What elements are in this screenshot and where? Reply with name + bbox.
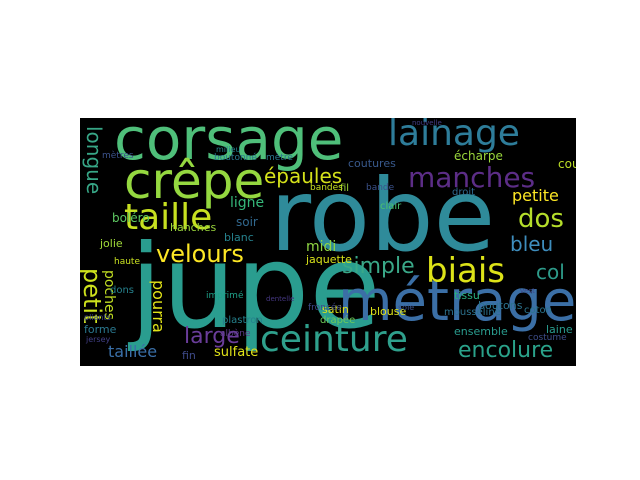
word-jupe: jupe	[130, 220, 381, 355]
word-dons: dons	[110, 285, 135, 296]
word-pliants: pliants	[84, 313, 111, 322]
word-bandes: bandes	[310, 183, 343, 193]
word-blanc: blanc	[224, 231, 254, 244]
word-encolure: encolure	[458, 338, 554, 363]
word-poches: poches	[101, 270, 117, 320]
word-droit: droit	[452, 187, 476, 198]
word-dos: dos	[518, 204, 564, 234]
word-cou: cou	[558, 157, 576, 171]
word-milieu: milieu	[216, 145, 241, 154]
word-epaules: épaules	[264, 164, 343, 188]
word-bolero: boléro	[112, 211, 150, 225]
word-sulfate: sulfate	[214, 345, 259, 360]
word-drapee: drapée	[320, 315, 356, 326]
word-echarpe: écharpe	[454, 149, 503, 163]
word-bande: bande	[366, 183, 395, 193]
word-laine: laine	[546, 323, 573, 336]
word-longue: longue	[82, 126, 106, 195]
word-petit: petit	[80, 268, 106, 324]
word-costume: costume	[528, 333, 567, 343]
word-taille: taille	[124, 197, 213, 238]
word-pourra: pourra	[149, 280, 168, 333]
word-boutonne: boutonné	[214, 153, 257, 163]
word-jolie: jolie	[100, 237, 123, 250]
word-jaquette: jaquette	[306, 253, 352, 266]
word-soie: soie	[398, 303, 415, 312]
word-coton: coton	[524, 305, 552, 316]
word-taillee: taillée	[108, 342, 158, 361]
word-robe: robe	[270, 157, 496, 274]
word-biais: biais	[426, 251, 506, 291]
word-cloud: jupe robe corsage métrage crêpe lainage …	[80, 118, 576, 366]
word-ceinture: ceinture	[260, 319, 408, 360]
word-forme: forme	[84, 323, 117, 336]
word-jersey: jersey	[86, 335, 111, 344]
word-froncee: froncée	[308, 303, 342, 313]
word-clair: clair	[380, 201, 402, 212]
word-metres: mètres	[102, 151, 134, 161]
word-hanches: hanches	[170, 221, 217, 234]
word-tissu: tissu	[454, 289, 480, 302]
word-nouvelle: nouvelle	[412, 119, 442, 127]
word-boutons: boutons	[478, 299, 523, 312]
word-metre: mètre	[266, 153, 293, 163]
word-imprime: imprimé	[206, 291, 244, 301]
word-soir: soir	[236, 215, 258, 229]
word-plastron: plastron	[222, 315, 263, 326]
word-large: large	[184, 324, 240, 349]
word-crepe: crêpe	[124, 152, 265, 210]
word-haute: haute	[114, 257, 140, 267]
word-col: col	[536, 260, 565, 284]
word-petite: petite	[512, 186, 559, 205]
word-ligne: ligne	[230, 195, 265, 211]
word-lainage: lainage	[388, 118, 520, 154]
word-blouse: blouse	[370, 305, 407, 318]
word-satin: satin	[322, 303, 349, 316]
word-velours: velours	[156, 240, 244, 268]
word-simple: simple	[342, 254, 415, 279]
word-vest: vest	[520, 287, 535, 295]
word-albene: albène	[220, 329, 251, 339]
word-ensemble: ensemble	[454, 325, 508, 338]
word-mousseline: mousseline	[444, 307, 501, 318]
word-bleu: bleu	[510, 232, 554, 256]
word-coutures: coutures	[348, 157, 396, 170]
word-manches: manches	[408, 161, 536, 194]
word-fil: fil	[340, 183, 350, 194]
word-corsage: corsage	[114, 118, 344, 173]
word-dentelle: dentelle	[266, 295, 295, 303]
word-fin: fin	[182, 349, 196, 362]
word-metrage: métrage	[338, 269, 576, 334]
word-midi: midi	[306, 239, 337, 255]
